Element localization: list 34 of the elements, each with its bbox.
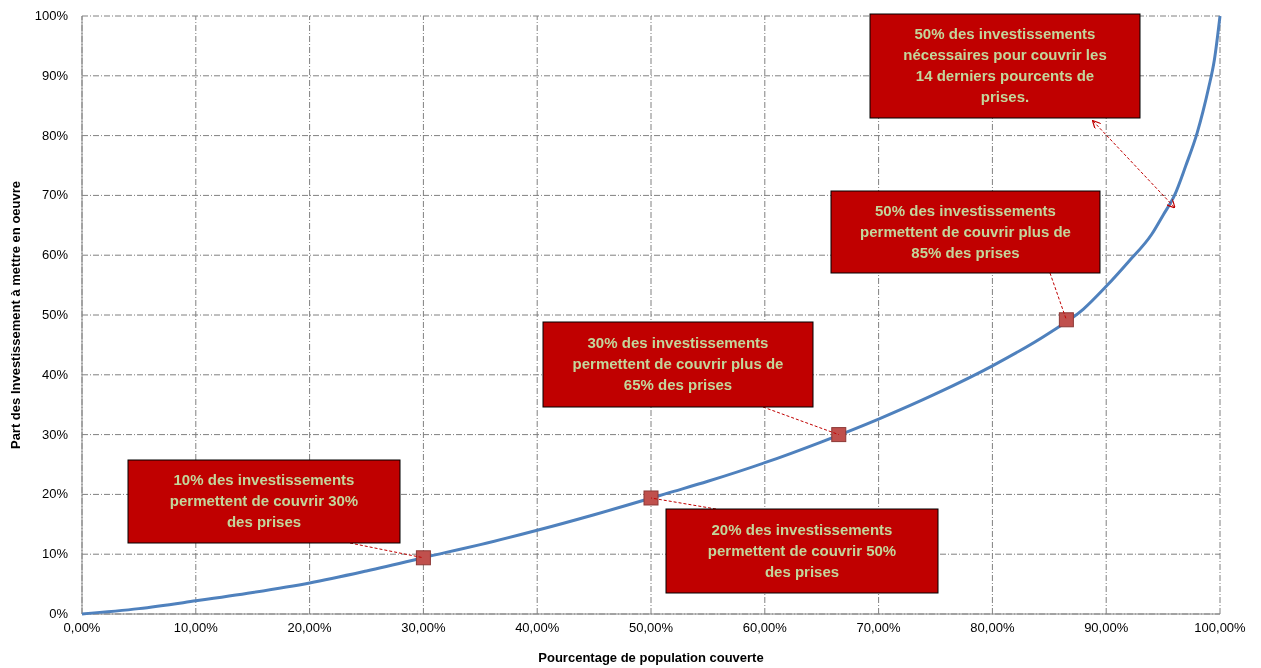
point bbox=[415, 550, 431, 566]
y-tick-label: 90% bbox=[41, 67, 69, 83]
x-tick-label: 30,00% bbox=[401, 620, 446, 635]
y-tick-label: 60% bbox=[41, 247, 69, 263]
x-tick-label: 70,00% bbox=[856, 620, 902, 635]
line-series bbox=[80, 14, 1222, 616]
point bbox=[1058, 312, 1074, 328]
x-tick-label: 40,00% bbox=[515, 620, 560, 635]
x-tick-label: 80,00% bbox=[970, 620, 1015, 635]
y-axis-title: Part des Investissement à mettre en oeuvre bbox=[8, 180, 23, 450]
annotation: 10% des investissements permettent de couvrir 30% des prises bbox=[169, 471, 359, 530]
x-tick-label: 10,00% bbox=[173, 620, 219, 635]
y-tick-label: 30% bbox=[41, 426, 69, 442]
annotation: 50% des investissements nécessaires pour couvrir les 14 derniers pourcents de prises. bbox=[903, 25, 1107, 105]
x-axis-title: Pourcentage de population couverte bbox=[538, 650, 764, 665]
y-tick-label: 70% bbox=[41, 187, 69, 203]
x-tick-label: 100,00% bbox=[1194, 620, 1247, 635]
annotation: 30% des investissements permettent de couvrir plus de 65% des prises bbox=[572, 334, 784, 393]
x-tick-label: 90,00% bbox=[1084, 620, 1129, 635]
y-tick-label: 80% bbox=[41, 127, 69, 143]
y-tick-label: 10% bbox=[41, 546, 69, 562]
point bbox=[831, 427, 847, 443]
y-tick-label: 40% bbox=[41, 366, 69, 382]
annotation: 20% des investissements permettent de couvrir 50% des prises bbox=[707, 520, 897, 580]
x-tick-label: 0,00% bbox=[63, 620, 101, 635]
y-tick-label: 50% bbox=[41, 307, 69, 322]
point bbox=[643, 490, 659, 506]
y-tick-label: 20% bbox=[41, 486, 69, 502]
y-tick-label: 100% bbox=[34, 8, 69, 23]
x-tick-label: 20,00% bbox=[287, 620, 333, 635]
annotation: 50% des investissements permettent de couvrir plus de 85% des prises bbox=[860, 201, 1071, 261]
x-tick-label: 60,00% bbox=[742, 620, 788, 635]
y-tick-label: 0% bbox=[49, 606, 69, 621]
x-tick-label: 50,00% bbox=[628, 620, 674, 635]
